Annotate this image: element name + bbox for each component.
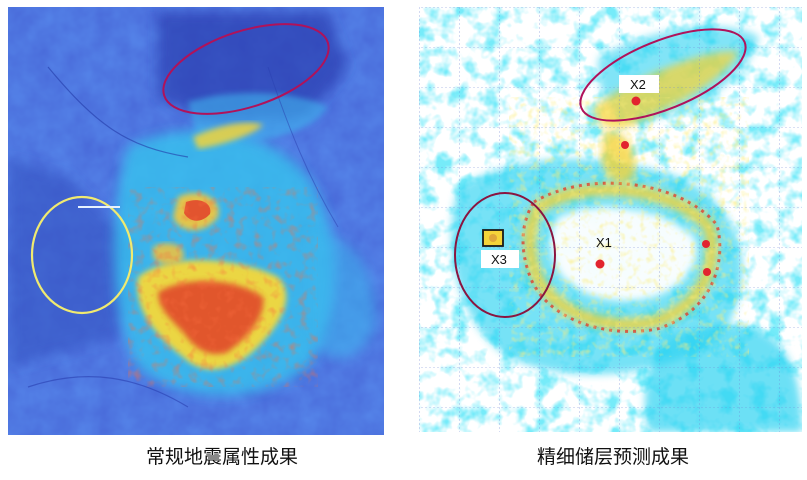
conventional-attribute-image	[8, 7, 384, 435]
well-x3: X3	[481, 229, 519, 268]
caption-reservoir: 精细储层预测成果	[537, 446, 690, 468]
reservoir-prediction-map: X2 X1 X3	[419, 7, 802, 432]
well-dot-north-extra	[621, 141, 629, 149]
anomaly-speckle	[128, 187, 318, 387]
well-dot-east-2	[703, 268, 711, 276]
cyan-zone-east	[308, 235, 377, 359]
west-ellipse	[30, 195, 134, 315]
west-ellipse	[454, 192, 556, 318]
dark-west-zone	[8, 157, 128, 367]
well-dot-x1	[595, 259, 605, 269]
fault-line-1	[47, 66, 189, 158]
anomaly-north-streak	[193, 122, 263, 149]
fault-line-3	[267, 66, 339, 228]
well-dot-x2	[631, 96, 641, 106]
caption-conventional: 常规地震属性成果	[146, 446, 299, 468]
well-label-x1: X1	[596, 235, 612, 250]
conventional-attribute-map	[8, 7, 384, 435]
well-x2: X2	[619, 75, 659, 106]
north-ellipse	[579, 28, 747, 122]
reservoir-prediction-image: X2 X1 X3	[419, 7, 802, 432]
fault-line-2	[27, 375, 189, 408]
well-label-x2: X2	[630, 77, 646, 92]
grid-lines	[419, 7, 802, 432]
north-ellipse	[162, 23, 330, 115]
well-dot-east-1	[702, 240, 710, 248]
dark-north-zone	[158, 12, 348, 122]
well-label-x3: X3	[491, 252, 507, 267]
well-x1: X1	[595, 235, 612, 269]
